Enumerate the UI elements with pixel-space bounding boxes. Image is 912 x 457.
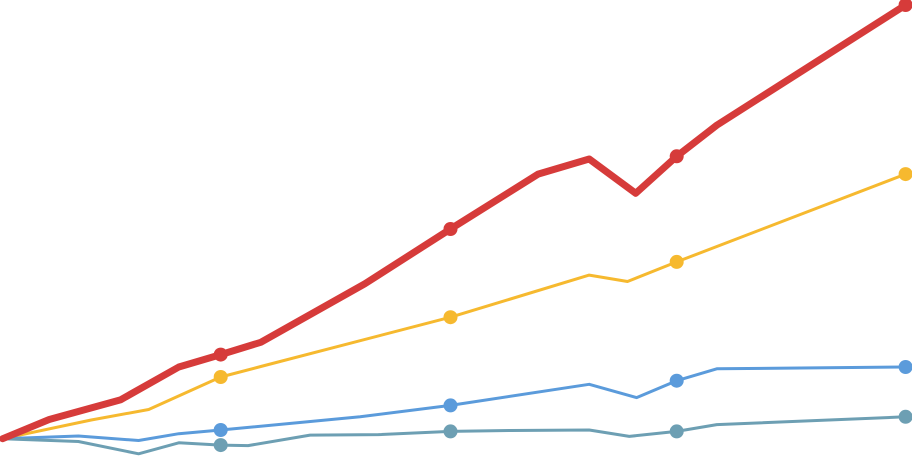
data-point-red-2	[443, 222, 458, 236]
series-line-yellow	[1, 172, 908, 441]
data-point-red-4	[898, 0, 912, 12]
series-line-teal	[1, 415, 908, 456]
data-point-yellow-3	[669, 254, 684, 269]
data-point-red-1	[213, 347, 228, 362]
data-point-blue-4	[898, 360, 912, 374]
data-point-red-3	[669, 149, 684, 164]
series-red	[0, 0, 912, 443]
data-point-yellow-1	[213, 370, 228, 384]
series-line-red	[0, 1, 910, 443]
data-point-blue-3	[669, 373, 684, 388]
data-point-blue-1	[213, 423, 228, 437]
data-point-yellow-4	[898, 167, 912, 182]
data-point-teal-1	[213, 438, 228, 453]
series-yellow	[1, 167, 912, 441]
data-point-teal-4	[898, 409, 912, 424]
data-point-teal-3	[669, 424, 684, 439]
data-point-blue-2	[443, 398, 458, 413]
data-point-teal-2	[443, 424, 458, 439]
series-teal	[1, 409, 912, 456]
series-blue	[1, 360, 912, 442]
data-point-yellow-2	[443, 310, 458, 325]
